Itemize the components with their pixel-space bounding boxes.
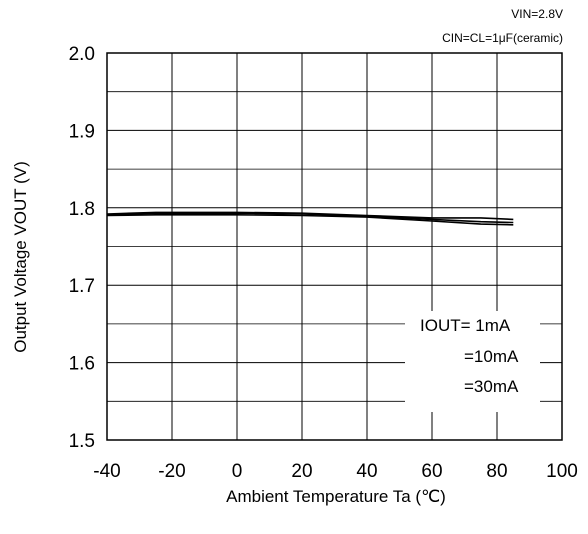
x-tick-label: -20 <box>158 461 185 482</box>
condition-vin: VIN=2.8V <box>511 7 563 21</box>
x-tick-labels: -40 -20 0 20 40 60 80 100 <box>93 461 578 482</box>
x-tick-label: 0 <box>232 461 243 482</box>
x-tick-label: 80 <box>486 461 507 482</box>
x-tick-label: 100 <box>546 461 578 482</box>
x-tick-label: 60 <box>421 461 442 482</box>
series-group <box>106 211 514 226</box>
x-tick-label: 40 <box>356 461 377 482</box>
series-line-3 <box>106 214 514 226</box>
y-tick-labels: 1.5 1.6 1.7 1.8 1.9 2.0 <box>69 44 95 452</box>
legend: IOUT= 1mA =10mA =30mA <box>405 311 540 412</box>
y-tick-label: 1.5 <box>69 431 95 452</box>
legend-label-1ma: IOUT= 1mA <box>420 316 511 335</box>
x-axis-label: Ambient Temperature Ta (℃) <box>226 487 446 506</box>
plot-frame <box>106 52 563 441</box>
x-tick-label: 20 <box>291 461 312 482</box>
y-tick-label: 1.6 <box>69 354 95 375</box>
y-tick-label: 2.0 <box>69 44 95 65</box>
y-tick-label: 1.7 <box>69 276 95 297</box>
legend-label-30ma: =30mA <box>464 377 519 396</box>
legend-label-10ma: =10mA <box>464 347 519 366</box>
condition-cap: CIN=CL=1μF(ceramic) <box>442 31 563 45</box>
x-tick-label: -40 <box>93 461 120 482</box>
legend-background <box>405 311 540 412</box>
y-tick-label: 1.9 <box>69 121 95 142</box>
series-line-2 <box>106 212 514 224</box>
y-axis-label: Output Voltage VOUT (V) <box>11 161 30 353</box>
y-tick-label: 1.8 <box>69 199 95 220</box>
